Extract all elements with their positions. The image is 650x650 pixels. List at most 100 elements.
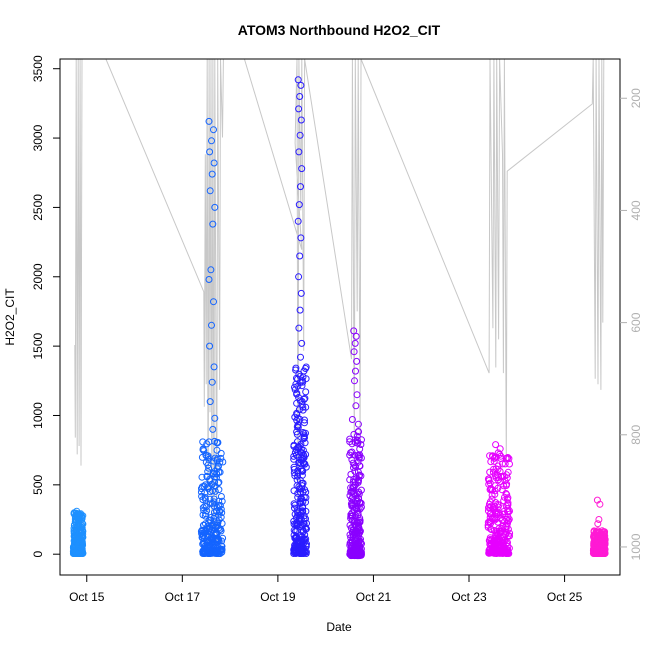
data-point (300, 433, 308, 441)
y2-tick-label: 1000 (629, 533, 643, 560)
data-point (205, 549, 212, 557)
data-point (298, 482, 306, 490)
data-point (501, 531, 509, 539)
data-point (208, 137, 215, 145)
data-point (290, 463, 298, 471)
data-point (208, 549, 216, 557)
data-point (302, 388, 310, 396)
data-point (293, 476, 301, 484)
data-point (297, 289, 305, 297)
data-point (295, 324, 303, 332)
data-point (292, 539, 300, 547)
data-point (209, 548, 217, 556)
data-point (290, 452, 298, 460)
data-point (210, 498, 218, 506)
data-point (492, 453, 500, 461)
data-point (209, 220, 217, 228)
data-point (290, 500, 298, 508)
data-point (492, 441, 500, 449)
data-point (214, 462, 222, 470)
data-point (299, 503, 307, 511)
data-point (350, 430, 358, 438)
x-tick-label: Oct 21 (356, 590, 392, 604)
data-point (502, 454, 510, 462)
data-point (357, 503, 365, 511)
data-point (297, 497, 305, 505)
data-point (350, 348, 358, 356)
data-point (346, 492, 354, 500)
data-point (297, 81, 305, 89)
y-tick-label: 1000 (31, 402, 45, 429)
data-point (355, 538, 363, 546)
data-point (302, 535, 310, 543)
y-tick-label: 3500 (31, 55, 45, 82)
data-point (348, 488, 356, 495)
data-point (348, 416, 356, 423)
data-point (203, 440, 211, 448)
data-point (208, 378, 216, 386)
data-point (206, 148, 214, 156)
data-point (293, 399, 301, 407)
data-point (492, 474, 500, 482)
data-point (200, 531, 208, 539)
data-point (73, 507, 81, 515)
data-point (354, 420, 362, 428)
data-point (298, 471, 306, 479)
data-point (209, 469, 217, 477)
data-point (601, 528, 609, 536)
x-axis: Oct 15 Oct 17 Oct 19 Oct 21 Oct 23 Oct 25 (69, 575, 583, 604)
data-point (297, 445, 305, 453)
data-point (298, 165, 306, 173)
data-point (218, 497, 226, 505)
data-point (216, 545, 224, 553)
data-point (210, 159, 218, 167)
data-point (485, 504, 492, 512)
series-5 (484, 441, 514, 557)
y-tick-label: 500 (31, 475, 45, 495)
data-point (73, 547, 81, 555)
data-point (76, 529, 84, 537)
data-point (296, 415, 304, 423)
series-2 (197, 117, 227, 557)
x-tick-label: Oct 15 (69, 590, 105, 604)
data-point (503, 548, 511, 556)
data-point (503, 474, 511, 482)
data-point (494, 476, 502, 484)
data-point (594, 520, 602, 528)
data-point (495, 501, 503, 509)
data-point (493, 537, 501, 545)
data-point (219, 458, 227, 466)
data-point (293, 390, 301, 398)
data-point (492, 465, 500, 473)
data-point (495, 535, 503, 543)
data-point (214, 535, 222, 543)
data-point (296, 458, 303, 466)
data-point (206, 187, 214, 195)
data-point (208, 170, 216, 178)
y2-tick-label: 400 (629, 200, 643, 220)
data-point (301, 416, 308, 424)
y-tick-label: 1500 (31, 332, 45, 359)
y2-tick-label: 200 (629, 88, 643, 108)
data-point (353, 437, 361, 445)
data-point (210, 298, 217, 306)
data-point (297, 116, 305, 124)
data-point (200, 482, 208, 490)
data-point (485, 475, 493, 483)
data-point (354, 458, 362, 466)
data-point (352, 551, 360, 559)
data-point (497, 455, 505, 462)
data-point (290, 548, 298, 556)
x-axis-label: Date (326, 620, 352, 634)
data-point (76, 538, 84, 546)
data-point (215, 486, 223, 494)
data-point (601, 532, 609, 540)
data-point (502, 490, 510, 497)
series-1 (69, 507, 87, 557)
data-point (491, 487, 499, 495)
data-point (499, 544, 507, 552)
data-point (297, 533, 305, 541)
data-point (197, 527, 205, 535)
y-tick-label: 2500 (31, 194, 45, 221)
data-point (201, 502, 209, 510)
